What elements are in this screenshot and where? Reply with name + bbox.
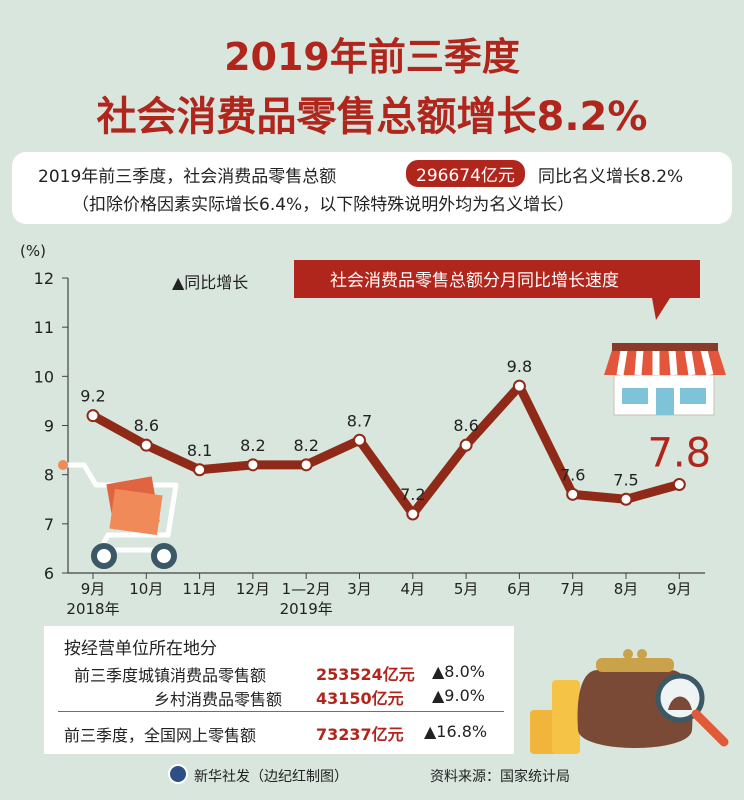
value-label: 7.6: [560, 465, 585, 484]
xinhua-logo-icon: [168, 764, 188, 784]
x-tick-label: 9月: [667, 580, 692, 598]
x-ticks: 9月 10月 11月 12月 1—2月 3月 4月 5月 6月 7月 8月 9月 2018年 2019年: [66, 573, 692, 618]
rural-value: 43150亿元: [316, 689, 404, 708]
summary-text-2: 同比名义增长8.2%: [538, 167, 684, 187]
x-tick-label: 12月: [236, 580, 270, 598]
x-tick-label: 8月: [614, 580, 639, 598]
value-label: 8.6: [453, 416, 478, 435]
data-point: [459, 438, 473, 452]
value-label: 8.6: [134, 416, 159, 435]
footer-credit: 新华社发（边纪红制图）: [194, 769, 348, 785]
bottom-info-box: 按经营单位所在地分 前三季度城镇消费品零售额 253524亿元 ▲8.0% 乡村…: [44, 626, 514, 754]
value-labels: 9.2 8.6 8.1 8.2 8.2 8.7 7.2 8.6 9.8 7.6 7.5 7.8: [80, 357, 711, 504]
data-point: [193, 463, 207, 477]
y-tick-label: 11: [34, 318, 54, 337]
online-label: 前三季度，全国网上零售额: [64, 726, 257, 745]
chart-title-banner: 社会消费品零售总额分月同比增长速度: [294, 260, 700, 320]
summary-note: （扣除价格因素实际增长6.4%，以下除特殊说明外均为名义增长）: [72, 195, 575, 215]
data-point: [566, 487, 580, 501]
y-unit-label: (%): [20, 242, 46, 260]
urban-value: 253524亿元: [316, 665, 415, 684]
summary-text-1: 2019年前三季度，社会消费品零售总额: [38, 167, 337, 187]
x-tick-label: 3月: [347, 580, 372, 598]
value-label: 9.8: [507, 357, 532, 376]
footer-source: 资料来源：国家统计局: [430, 769, 570, 785]
x-tick-label: 6月: [507, 580, 532, 598]
rural-label: 乡村消费品零售额: [154, 690, 283, 709]
data-point: [86, 409, 100, 423]
y-tick-label: 12: [34, 269, 54, 288]
series-line: [88, 381, 684, 519]
y-tick-label: 7: [44, 515, 54, 534]
summary-box: 2019年前三季度，社会消费品零售总额 296674亿元 同比名义增长8.2% …: [12, 152, 732, 224]
data-point: [353, 433, 366, 447]
data-point: [512, 379, 526, 393]
urban-growth: ▲8.0%: [432, 662, 485, 681]
title-line-2: 社会消费品零售总额增长8.2%: [96, 94, 648, 140]
data-point: [299, 458, 313, 472]
x-tick-label: 4月: [401, 580, 426, 598]
online-growth: ▲16.8%: [424, 722, 488, 741]
data-point: [406, 507, 420, 521]
data-point: [619, 492, 633, 506]
value-label: 7.2: [400, 485, 425, 504]
legend-label: ▲同比增长: [172, 273, 248, 292]
y-tick-label: 9: [44, 417, 54, 436]
highlight-value-label: 7.8: [647, 431, 711, 477]
x-tick-label: 10月: [129, 580, 163, 598]
y-tick-label: 8: [44, 466, 54, 485]
urban-label: 前三季度城镇消费品零售额: [74, 666, 267, 685]
x-tick-label: 1—2月: [282, 580, 331, 598]
online-value: 73237亿元: [316, 725, 404, 744]
value-label: 8.2: [240, 436, 265, 455]
value-label: 8.1: [187, 441, 212, 460]
data-point: [672, 478, 686, 491]
bottom-heading: 按经营单位所在地分: [64, 639, 217, 659]
x-tick-label: 7月: [560, 580, 585, 598]
data-point: [246, 458, 260, 472]
separator-line: [58, 711, 504, 712]
x-tick-label: 9月: [81, 580, 106, 598]
store-icon: [604, 343, 726, 416]
value-label: 8.7: [347, 411, 372, 430]
value-label: 8.2: [293, 436, 318, 455]
shopping-cart-icon: [58, 460, 179, 569]
summary-highlight-value: 296674亿元: [406, 160, 525, 187]
coin-purse-icon: [530, 649, 729, 754]
title-line-1: 2019年前三季度: [224, 35, 520, 79]
value-label: 9.2: [80, 387, 105, 406]
x-tick-label: 11月: [183, 580, 217, 598]
chart-title: 社会消费品零售总额分月同比增长速度: [330, 271, 619, 291]
y-tick-label: 6: [44, 564, 54, 583]
data-points: [86, 379, 686, 521]
rural-growth: ▲9.0%: [432, 686, 485, 705]
year-label: 2019年: [280, 600, 333, 618]
value-label: 7.5: [613, 470, 638, 489]
data-point: [139, 438, 153, 452]
y-tick-label: 10: [34, 367, 54, 386]
x-tick-label: 5月: [454, 580, 479, 598]
line-chart: (%) 6 7 8 9 10 11 12 9月 10月 11月 12月 1—2月 3月 4月 5月 6月 7月…: [20, 242, 726, 618]
year-label: 2018年: [66, 600, 119, 618]
y-ticks: 6 7 8 9 10 11 12: [34, 269, 68, 583]
